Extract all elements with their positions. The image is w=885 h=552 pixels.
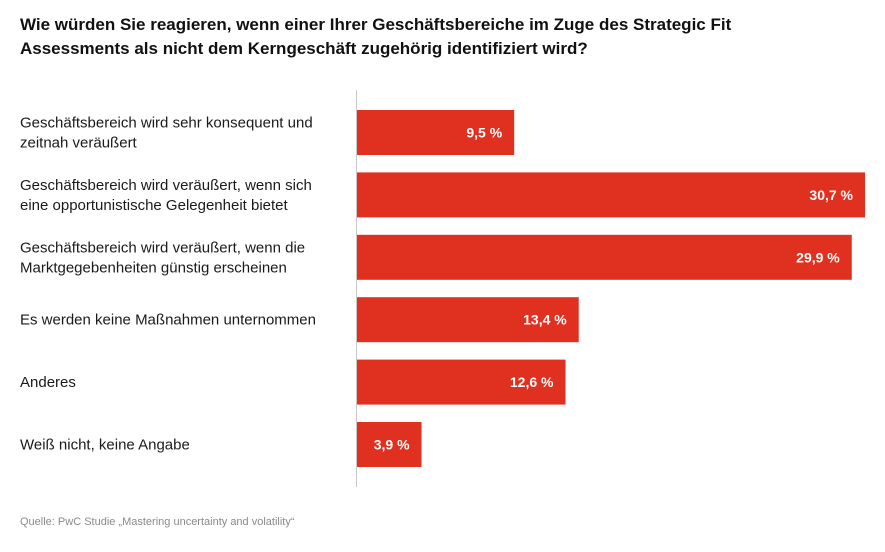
category-label-line: Geschäftsbereich wird veräußert, wenn si… [20,177,312,194]
category-label-line: Geschäftsbereich wird sehr konsequent un… [20,115,313,132]
bar-5 [357,422,422,467]
category-label-3: Es werden keine Maßnahmen unternommen [20,312,316,329]
category-label-1: Geschäftsbereich wird veräußert, wenn si… [20,177,312,214]
category-label-line: Es werden keine Maßnahmen unternommen [20,312,316,329]
category-label-line: Anderes [20,374,76,391]
category-label-line: Marktgegebenheiten günstig erscheinen [20,259,287,276]
bar-value-label-4: 12,6 % [510,374,554,390]
bar-value-label-0: 9,5 % [466,125,502,141]
bars-group: 9,5 % Geschäftsbereich wird sehr konseque… [20,110,865,467]
bar-4 [357,359,566,405]
bar-value-label-5: 3,9 % [374,437,410,453]
bar-2 [357,234,852,280]
category-label-2: Geschäftsbereich wird veräußert, wenn di… [20,239,305,276]
category-label-line: Weiß nicht, keine Angabe [20,437,190,454]
bar-0 [357,110,515,155]
bar-value-label-3: 13,4 % [523,312,567,328]
bar-3 [357,297,579,343]
bar-value-label-1: 30,7 % [809,187,853,203]
category-label-line: zeitnah veräußert [20,135,138,152]
source-note: Quelle: PwC Studie „Mastering uncertaint… [20,516,295,528]
category-label-0: Geschäftsbereich wird sehr konsequent un… [20,115,313,152]
category-label-4: Anderes [20,374,76,391]
bar-1 [357,172,865,218]
bar-value-label-2: 29,9 % [796,249,840,265]
category-label-line: Geschäftsbereich wird veräußert, wenn di… [20,239,305,256]
category-label-5: Weiß nicht, keine Angabe [20,437,190,454]
chart-title: Wie würden Sie reagieren, wenn einer Ihr… [20,15,732,58]
category-label-line: eine opportunistische Gelegenheit bietet [20,197,289,214]
